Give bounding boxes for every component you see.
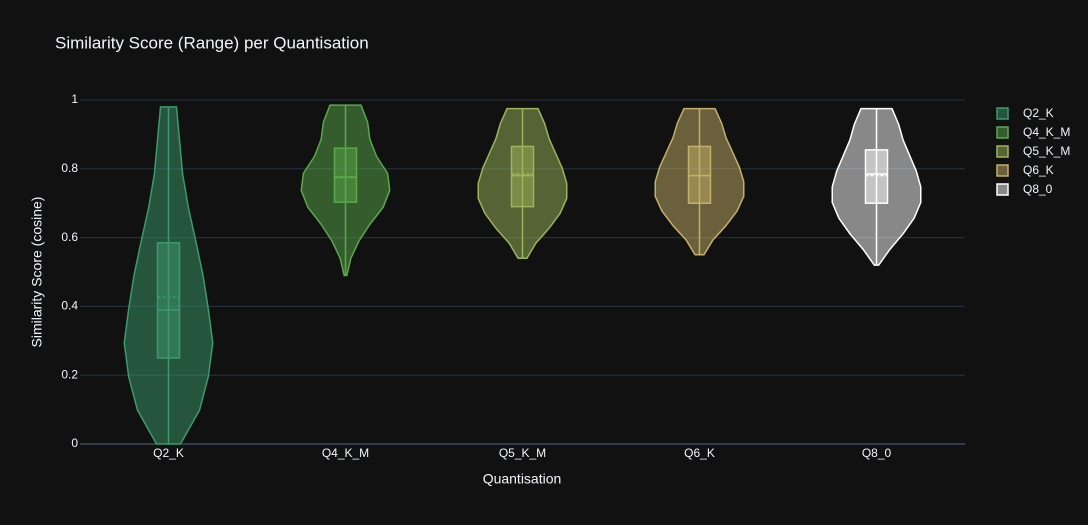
legend-label: Q2_K xyxy=(1023,106,1054,120)
x-tick-label: Q4_K_M xyxy=(322,446,369,460)
legend-swatch xyxy=(996,145,1009,158)
legend-swatch xyxy=(996,107,1009,120)
chart-title: Similarity Score (Range) per Quantisatio… xyxy=(55,33,369,52)
x-tick-label: Q6_K xyxy=(684,446,715,460)
legend-swatch xyxy=(996,164,1009,177)
y-axis-title: Similarity Score (cosine) xyxy=(29,197,45,348)
box xyxy=(864,149,889,204)
x-tick-label: Q2_K xyxy=(153,446,184,460)
y-tick-label: 1 xyxy=(71,92,78,106)
y-tick-label: 0.6 xyxy=(61,230,78,244)
x-tick-label: Q5_K_M xyxy=(499,446,546,460)
legend-label: Q8_0 xyxy=(1023,182,1053,196)
x-axis-title: Quantisation xyxy=(483,471,562,487)
y-tick-label: 0.4 xyxy=(61,299,78,313)
legend-label: Q5_K_M xyxy=(1023,144,1070,158)
y-tick-label: 0.2 xyxy=(61,367,78,381)
box xyxy=(687,145,712,204)
y-tick-label: 0.8 xyxy=(61,161,78,175)
box xyxy=(156,242,181,359)
y-tick-label: 0 xyxy=(71,436,78,450)
box xyxy=(510,145,535,208)
legend-swatch xyxy=(996,126,1009,139)
legend-label: Q4_K_M xyxy=(1023,125,1070,139)
box xyxy=(333,147,358,203)
x-tick-label: Q8_0 xyxy=(862,446,892,460)
legend-label: Q6_K xyxy=(1023,163,1054,177)
legend-swatch xyxy=(996,183,1009,196)
